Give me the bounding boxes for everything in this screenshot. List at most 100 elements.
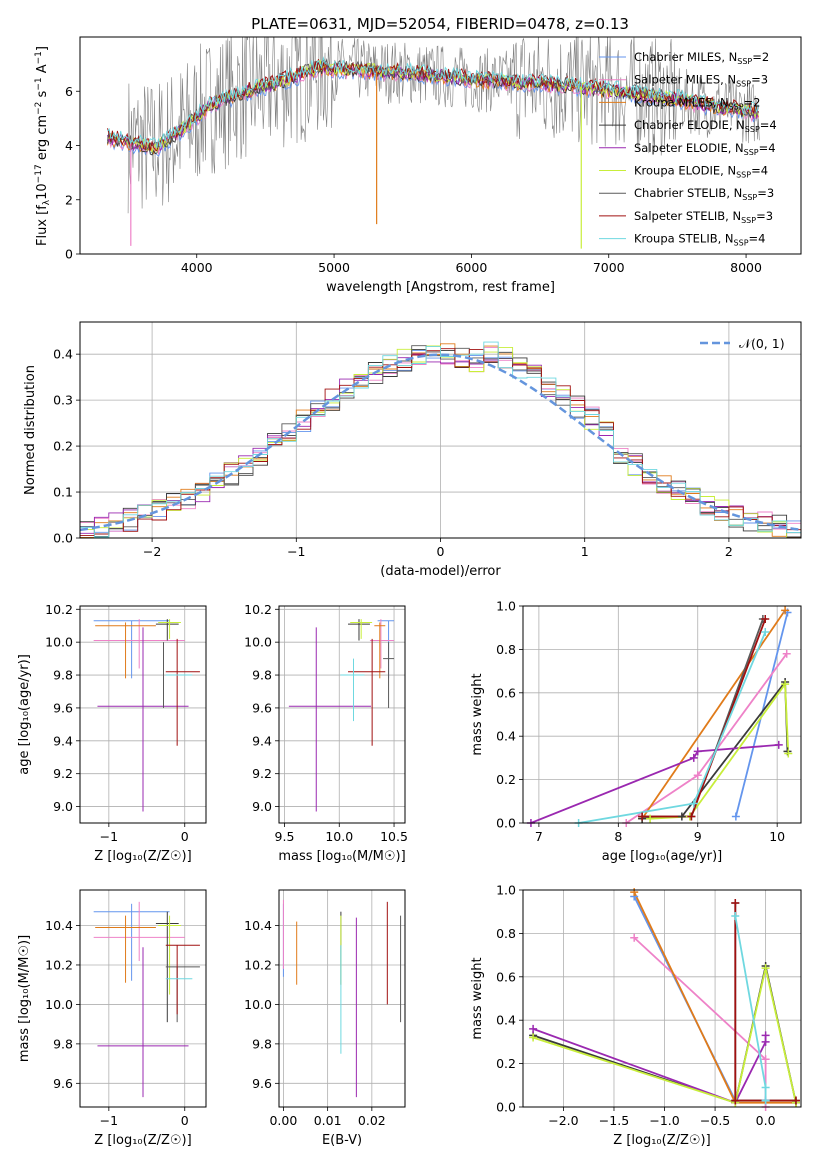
legend-label-name: Salpeter STELIB, N [634, 209, 741, 223]
legend-label-name: Chabrier MILES, N [634, 50, 737, 64]
age_vs_Z-ytick-label: 9.8 [53, 668, 73, 683]
legend-label: Chabrier STELIB, NSSP=3 [634, 186, 774, 202]
age_vs_Z-xlabel: Z [log₁₀(Z/Z☉)] [94, 849, 191, 864]
legend-label-sub: SSP [744, 148, 759, 157]
mass_vs_Z-ytick-label: 10.4 [45, 918, 73, 933]
legend-label-sub: SSP [737, 57, 752, 66]
spectrum-ylabel-part: s [35, 90, 50, 101]
mass_vs_ebv-plot-area [282, 899, 402, 1098]
residuals-xtick-label: 2 [725, 544, 733, 559]
weight-marker-kroupa-stelib [731, 912, 740, 921]
spectrum-panel: 4000 5000 6000 7000 8000 0 2 4 6 wavelength [Angs… [34, 36, 802, 295]
weight-line-chabrier-miles [735, 612, 789, 817]
weight_vs_Z-frame [522, 889, 802, 1108]
weight-line-kroupa-stelib [578, 631, 767, 823]
mass_vs_ebv-xtick-label: 0.00 [269, 1113, 297, 1128]
legend-label-value: =2 [744, 95, 761, 109]
spectrum-xtick-label: 8000 [730, 260, 762, 275]
age_vs_Z-ytick-label: 9.0 [53, 799, 73, 814]
weight_vs_age-ylabel: mass weight [470, 673, 485, 755]
legend-label: Salpeter MILES, NSSP=3 [634, 73, 768, 89]
spectrum-frame [79, 36, 802, 255]
mass_vs_Z-plot-area [93, 901, 200, 1098]
weight_vs_age-plot-area [530, 609, 790, 823]
mass_vs_Z-ytick-label: 9.6 [53, 1076, 73, 1091]
age_vs_mass-ytick-label: 9.6 [252, 700, 272, 715]
weight_vs_Z-panel: −2.0 −1.5 −1.0 −0.5 0.0 0.0 0.2 0.4 0.6 0.8 1.0 Z [… [470, 883, 802, 1148]
weight_vs_age-ytick-label: 0.6 [496, 685, 516, 700]
weight-marker-kroupa-stelib [689, 799, 698, 808]
legend-label: Chabrier ELODIE, NSSP=4 [634, 118, 777, 134]
residuals-ytick-label: 0.0 [53, 531, 73, 546]
weight_vs_Z-ytick-label: 0.2 [496, 1056, 516, 1071]
weight-marker-salpeter-elodie [693, 747, 702, 756]
mass_vs_ebv-xtick-label: 0.01 [314, 1113, 342, 1128]
legend-label-normal: 𝒩(0, 1) [739, 336, 785, 351]
weight_vs_age-ytick-label: 0.2 [496, 772, 516, 787]
legend-label-name: Kroupa ELODIE, N [634, 164, 736, 178]
legend-label-sub: SSP [736, 171, 751, 180]
legend-label: Kroupa STELIB, NSSP=4 [634, 232, 765, 248]
residuals-xtick-label: 1 [581, 544, 589, 559]
weight-marker-salpeter-stelib [791, 1096, 800, 1105]
age_vs_Z-ytick-label: 10.0 [45, 635, 73, 650]
residuals-panel: −2 −1 0 1 2 0.0 0.1 0.2 0.3 0.4 (data-model)/error… [23, 321, 802, 579]
legend-label-value: =4 [749, 232, 766, 246]
weight_vs_Z-ytick-label: 0.6 [496, 969, 516, 984]
age_vs_mass-xtick-label: 10.0 [325, 829, 353, 844]
weight-marker-kroupa-stelib [761, 628, 770, 637]
legend-label-name: Salpeter MILES, N [634, 73, 736, 87]
weight-line-kroupa-elodie [532, 967, 797, 1104]
weight-marker-salpeter-miles [782, 649, 791, 658]
legend-label-value: =4 [759, 141, 776, 155]
weight_vs_Z-ytick-label: 0.0 [496, 1100, 516, 1115]
mass_vs_ebv-frame [278, 889, 406, 1108]
weight-marker-salpeter-miles [693, 771, 702, 780]
age_vs_Z-xtick-label: −1 [100, 829, 118, 844]
weight_vs_age-ytick-label: 1.0 [496, 599, 516, 614]
weight-marker-kroupa-elodie [761, 964, 770, 973]
legend-label-sub: SSP [745, 125, 760, 134]
legend-label: Chabrier MILES, NSSP=2 [634, 50, 769, 66]
age_vs_mass-ytick-label: 9.4 [252, 733, 272, 748]
weight_vs_Z-xtick-label: −1.0 [649, 1113, 679, 1128]
residuals-ytick-label: 0.2 [53, 439, 73, 454]
weight_vs_Z-ytick-label: 0.8 [496, 926, 516, 941]
legend-label: Kroupa MILES, NSSP=2 [634, 95, 760, 111]
weight-marker-chabrier-elodie [677, 812, 686, 821]
age_vs_Z-panel: −1 0 9.0 9.2 9.4 9.6 9.8 10.0 10.2 Z [log₁₀(Z/Z☉)… [17, 602, 207, 864]
spectrum-ytick-label: 6 [65, 84, 73, 99]
spectrum-xtick-label: 6000 [455, 260, 487, 275]
age_vs_mass-ytick-label: 9.0 [252, 799, 272, 814]
mass_vs_ebv-xtick-label: 0.02 [358, 1113, 386, 1128]
weight-marker-kroupa-elodie [646, 814, 655, 823]
weight_vs_age-frame [522, 605, 802, 824]
weight-marker-salpeter-elodie [774, 740, 783, 749]
weight_vs_Z-ylabel: mass weight [470, 957, 485, 1039]
age_vs_mass-xlabel: mass [log₁₀(M/M☉)] [278, 849, 405, 864]
mass_vs_Z-ytick-label: 10.2 [45, 957, 73, 972]
mass_vs_Z-xlabel: Z [log₁₀(Z/Z☉)] [94, 1133, 191, 1148]
weight-marker-salpeter-miles [630, 933, 639, 942]
residuals-xtick-label: −2 [143, 544, 161, 559]
weight_vs_Z-xtick-label: −1.5 [599, 1113, 629, 1128]
weight_vs_age-xtick-label: 9 [694, 829, 702, 844]
legend-label-sub: SSP [742, 193, 757, 202]
weight-marker-kroupa-miles [630, 888, 639, 897]
mass_vs_ebv-ytick-label: 10.0 [244, 997, 272, 1012]
weight-line-kroupa-miles [641, 609, 786, 820]
residuals-xlabel: (data-model)/error [380, 564, 501, 579]
weight-marker-kroupa-elodie [529, 1033, 538, 1042]
legend-label-value: =2 [752, 50, 769, 64]
age_vs_mass-ytick-label: 9.8 [252, 668, 272, 683]
legend-label-sub: SSP [729, 102, 744, 111]
legend-label-sub: SSP [736, 80, 751, 89]
age_vs_Z-ytick-label: 9.6 [53, 700, 73, 715]
weight_vs_age-ytick-label: 0.4 [496, 729, 516, 744]
age_vs_Z-ytick-label: 9.4 [53, 733, 73, 748]
age_vs_mass-frame [278, 605, 406, 824]
weight-marker-kroupa-stelib [761, 1083, 770, 1092]
age_vs_mass-ytick-label: 10.0 [244, 635, 272, 650]
weight-marker-salpeter-elodie [689, 753, 698, 762]
